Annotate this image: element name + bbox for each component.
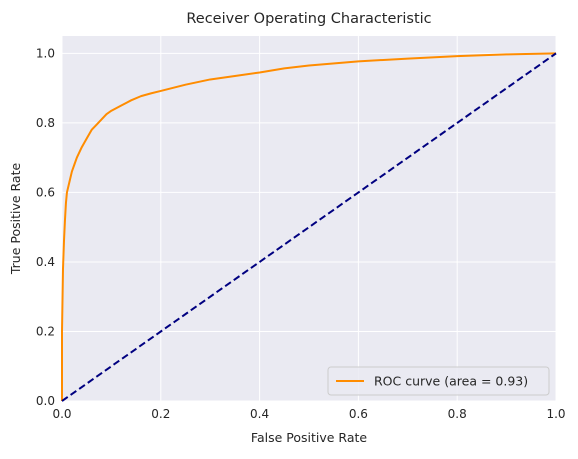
y-tick-label-0: 0.0	[36, 394, 55, 408]
legend: ROC curve (area = 0.93)	[327, 366, 550, 396]
grid-layer	[61, 36, 557, 402]
tick-layer: 0.0 0.2 0.4 0.6 0.8 1.0 0.0 0.2 0.4 0.6 0.8 1.0	[36, 46, 566, 421]
y-tick-label-2: 0.4	[36, 255, 55, 269]
x-axis-label: False Positive Rate	[251, 430, 367, 445]
series-layer	[61, 52, 557, 402]
y-axis-label: True Positive Rate	[8, 163, 23, 276]
y-tick-label-4: 0.8	[36, 116, 55, 130]
roc-curve-line	[61, 52, 557, 401]
y-tick-label-3: 0.6	[36, 185, 55, 199]
x-tick-label-1: 0.2	[151, 407, 170, 421]
chart-title: Receiver Operating Characteristic	[186, 11, 431, 27]
y-tick-label-5: 1.0	[36, 46, 55, 60]
x-tick-label-5: 1.0	[546, 407, 565, 421]
x-tick-label-3: 0.6	[349, 407, 368, 421]
legend-box	[327, 366, 550, 396]
y-tick-label-1: 0.2	[36, 324, 55, 338]
x-tick-label-0: 0.0	[52, 407, 71, 421]
x-tick-label-2: 0.4	[250, 407, 269, 421]
reference-diagonal-line	[61, 52, 557, 402]
legend-label-roc-curve: ROC curve (area = 0.93)	[374, 374, 528, 389]
x-tick-label-4: 0.8	[448, 407, 467, 421]
plot-background	[62, 36, 556, 401]
